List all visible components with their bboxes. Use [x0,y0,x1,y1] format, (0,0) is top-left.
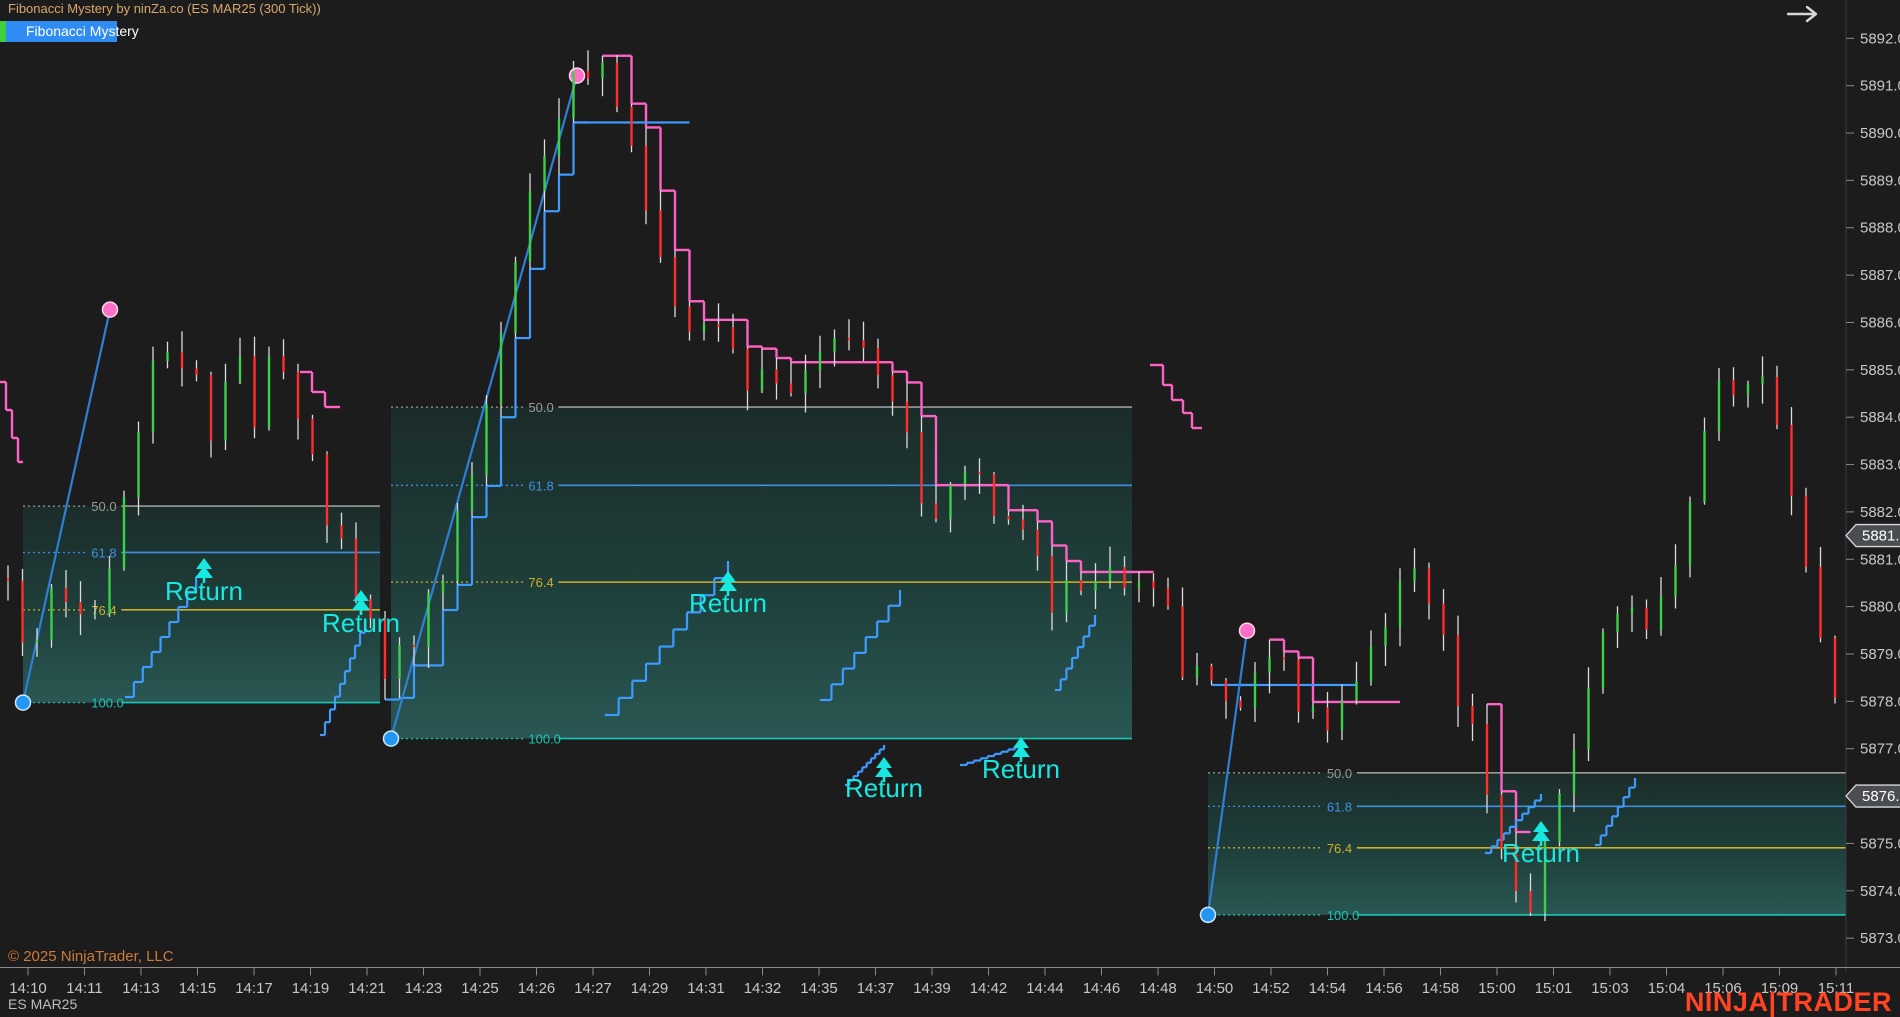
svg-text:100.0: 100.0 [91,696,124,711]
svg-text:Return: Return [689,588,767,618]
svg-text:5890.00: 5890.00 [1860,125,1900,142]
svg-text:15:01: 15:01 [1535,980,1573,997]
svg-text:5886.00: 5886.00 [1860,314,1900,331]
svg-text:76.4: 76.4 [528,575,553,590]
svg-text:14:23: 14:23 [405,980,443,997]
svg-text:50.0: 50.0 [1327,766,1352,781]
svg-text:5880.00: 5880.00 [1860,599,1900,616]
svg-text:5889.00: 5889.00 [1860,172,1900,189]
svg-text:NINJA|TRADER: NINJA|TRADER [1685,987,1892,1017]
svg-text:15:04: 15:04 [1648,980,1686,997]
svg-text:14:25: 14:25 [461,980,499,997]
svg-text:14:11: 14:11 [66,980,102,997]
svg-text:5887.00: 5887.00 [1860,267,1900,284]
svg-text:14:32: 14:32 [744,980,782,997]
svg-text:5875.00: 5875.00 [1860,835,1900,852]
svg-text:Fibonacci Mystery: Fibonacci Mystery [26,23,139,39]
svg-text:14:17: 14:17 [235,980,273,997]
svg-text:5879.00: 5879.00 [1860,646,1900,663]
svg-text:14:48: 14:48 [1139,980,1177,997]
svg-text:50.0: 50.0 [528,400,553,415]
svg-text:14:50: 14:50 [1196,980,1234,997]
svg-text:14:46: 14:46 [1083,980,1121,997]
svg-text:14:26: 14:26 [518,980,556,997]
svg-text:14:44: 14:44 [1026,980,1064,997]
svg-text:14:58: 14:58 [1422,980,1460,997]
svg-text:5884.00: 5884.00 [1860,409,1900,426]
svg-text:5885.00: 5885.00 [1860,362,1900,379]
svg-text:61.8: 61.8 [528,478,553,493]
svg-text:5891.00: 5891.00 [1860,78,1900,95]
svg-text:50.0: 50.0 [91,499,116,514]
svg-text:14:52: 14:52 [1252,980,1290,997]
svg-text:© 2025 NinjaTrader, LLC: © 2025 NinjaTrader, LLC [8,948,174,965]
svg-text:Fibonacci Mystery by ninZa.co: Fibonacci Mystery by ninZa.co (ES MAR25 … [8,1,321,16]
svg-text:14:54: 14:54 [1309,980,1347,997]
svg-text:14:39: 14:39 [913,980,951,997]
svg-text:5874.00: 5874.00 [1860,883,1900,900]
svg-text:5881.00: 5881.00 [1860,551,1900,568]
svg-text:Return: Return [322,608,400,638]
svg-text:14:56: 14:56 [1365,980,1403,997]
svg-text:Return: Return [845,773,923,803]
svg-text:14:10: 14:10 [9,980,47,997]
svg-text:Return: Return [982,754,1060,784]
svg-text:5873.00: 5873.00 [1860,930,1900,947]
svg-text:5892.00: 5892.00 [1860,30,1900,47]
svg-text:Return: Return [165,576,243,606]
svg-text:14:29: 14:29 [631,980,669,997]
svg-text:61.8: 61.8 [1327,799,1352,814]
svg-text:76.4: 76.4 [1327,841,1352,856]
svg-text:100.0: 100.0 [1327,908,1360,923]
svg-text:5881.50: 5881.50 [1862,528,1900,545]
svg-text:5877.00: 5877.00 [1860,741,1900,758]
svg-text:15:00: 15:00 [1478,980,1516,997]
svg-text:5888.00: 5888.00 [1860,220,1900,237]
svg-text:14:37: 14:37 [857,980,895,997]
svg-text:Return: Return [1502,838,1580,868]
svg-text:5876.00: 5876.00 [1862,788,1900,805]
svg-text:5883.00: 5883.00 [1860,457,1900,474]
svg-text:15:03: 15:03 [1591,980,1629,997]
svg-text:5878.00: 5878.00 [1860,693,1900,710]
svg-text:14:42: 14:42 [970,980,1008,997]
svg-text:14:13: 14:13 [122,980,160,997]
svg-text:14:15: 14:15 [179,980,217,997]
svg-text:14:35: 14:35 [800,980,838,997]
svg-text:14:31: 14:31 [687,980,725,997]
svg-text:ES MAR25: ES MAR25 [8,996,77,1012]
svg-text:61.8: 61.8 [91,545,116,560]
svg-text:5882.00: 5882.00 [1860,504,1900,521]
svg-text:14:21: 14:21 [348,980,386,997]
svg-text:100.0: 100.0 [528,732,561,747]
svg-text:14:19: 14:19 [292,980,330,997]
svg-text:14:27: 14:27 [574,980,612,997]
